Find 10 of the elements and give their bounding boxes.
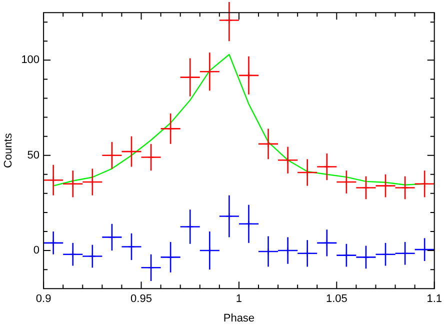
x-axis-title: Phase [223, 312, 255, 324]
x-tick-label: 1.1 [426, 293, 442, 306]
x-tick-label: 0.9 [36, 293, 52, 306]
y-tick-label: 0 [33, 244, 40, 257]
x-tick-label: 1 [236, 293, 242, 306]
y-tick-label: 50 [27, 149, 40, 162]
y-tick-label: 100 [21, 54, 40, 66]
y-axis-title: Counts [2, 132, 15, 168]
x-tick-label: 0.95 [130, 293, 152, 306]
x-tick-label: 1.05 [326, 293, 348, 306]
